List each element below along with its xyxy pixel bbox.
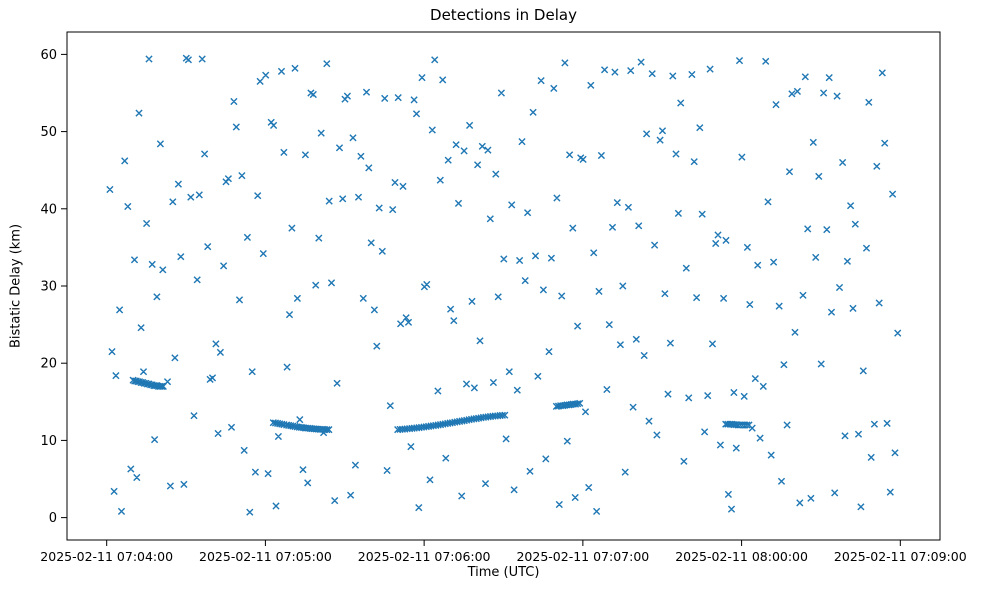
x-tick-label: 2025-02-11 07:06:00 — [358, 549, 491, 564]
y-tick-label: 0 — [49, 511, 57, 526]
x-tick-label: 2025-02-11 07:07:00 — [516, 549, 649, 564]
scatter-points — [106, 54, 902, 516]
plot-border — [66, 31, 941, 541]
y-tick-label: 30 — [40, 280, 57, 295]
x-axis-label: Time (UTC) — [467, 565, 540, 580]
chart-title: Detections in Delay — [430, 6, 577, 24]
y-tick-label: 60 — [40, 48, 57, 63]
y-tick-label: 10 — [40, 434, 57, 449]
y-tick-label: 50 — [40, 125, 57, 140]
x-tick-label: 2025-02-11 07:05:00 — [199, 549, 332, 564]
x-tick-label: 2025-02-11 07:09:00 — [834, 549, 967, 564]
x-tick-label: 2025-02-11 07:04:00 — [40, 549, 173, 564]
y-tick-label: 20 — [40, 357, 57, 372]
y-tick-label: 40 — [40, 202, 57, 217]
x-tick-label: 2025-02-11 08:00:00 — [675, 549, 808, 564]
